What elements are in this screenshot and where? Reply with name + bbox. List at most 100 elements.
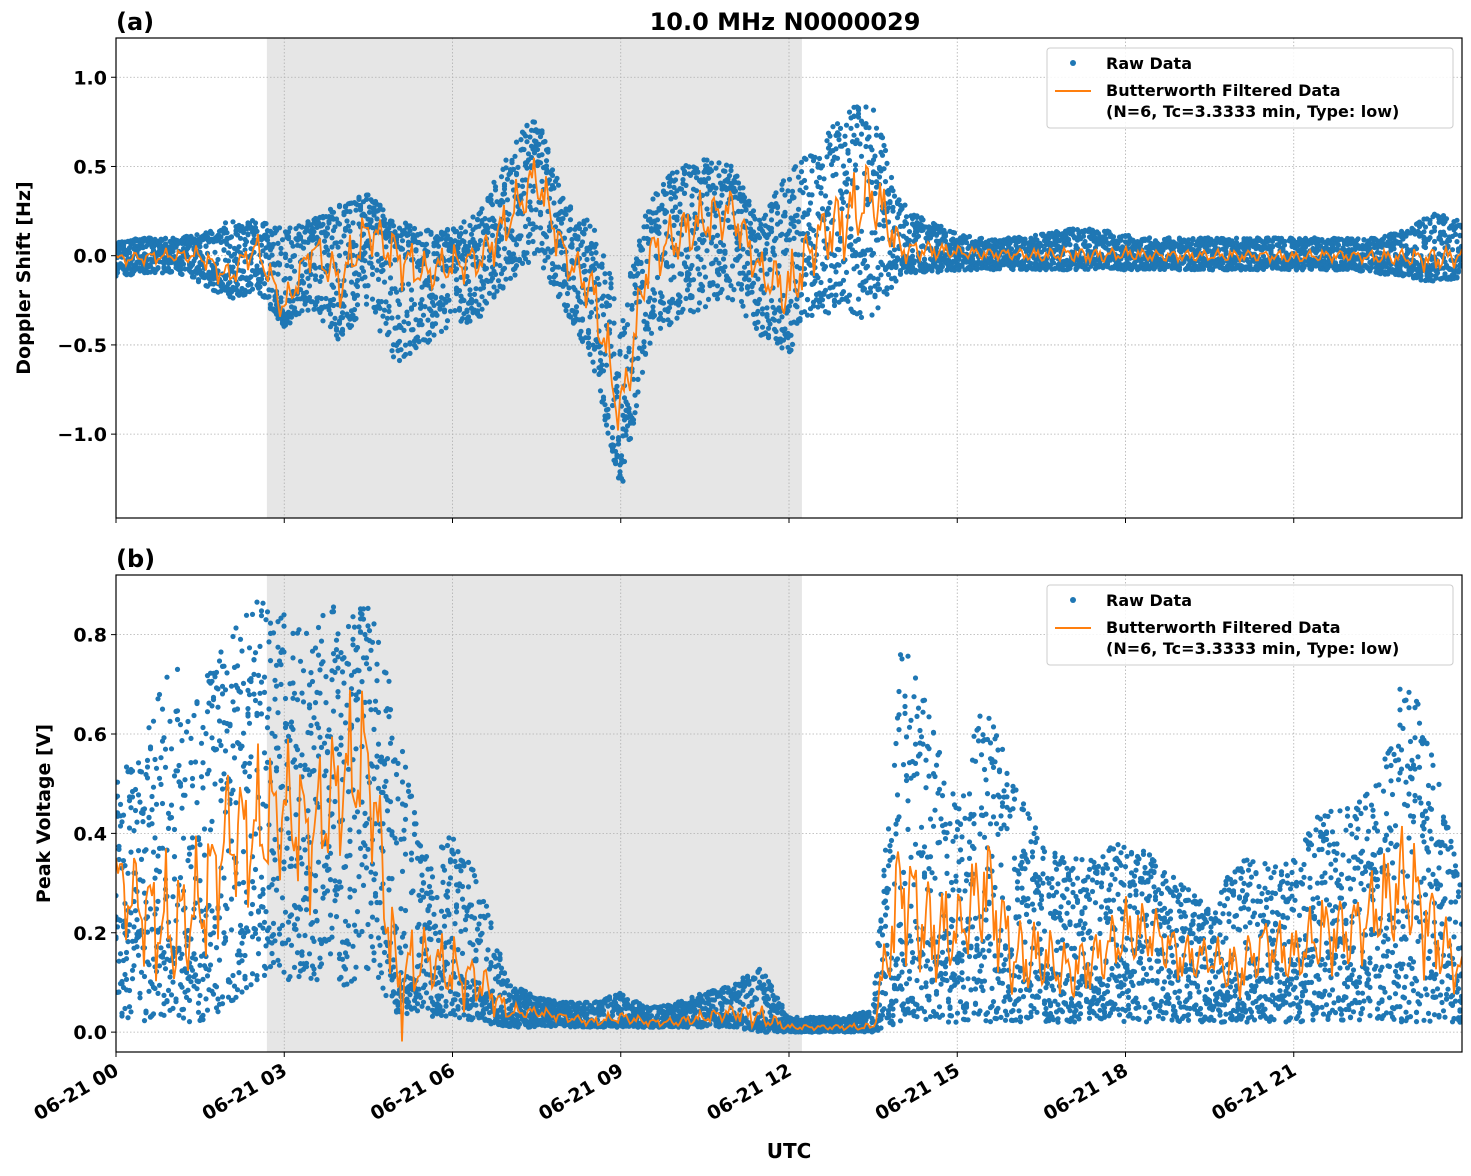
raw-data-point [869,147,874,152]
raw-data-point [382,280,387,285]
raw-data-point [779,187,784,192]
raw-data-point [527,232,532,237]
raw-data-point [428,232,433,237]
raw-data-point [859,315,864,320]
raw-data-point [757,297,762,302]
raw-data-point [398,347,403,352]
raw-data-point [521,191,526,196]
raw-data-point [764,271,769,276]
raw-data-point [724,163,729,168]
raw-data-point [608,276,613,281]
raw-data-point [386,309,391,314]
raw-data-point [655,192,660,197]
raw-data-point [718,200,723,205]
raw-data-point [1282,239,1287,244]
raw-data-point [581,263,586,268]
raw-data-point [355,302,360,307]
raw-data-point [488,197,493,202]
raw-data-point [523,133,528,138]
raw-data-point [856,237,861,242]
raw-data-point [538,160,543,165]
raw-data-point [527,134,532,139]
raw-data-point [598,388,603,393]
raw-data-point [841,200,846,205]
raw-data-point [695,266,700,271]
raw-data-point [796,175,801,180]
raw-data-point [877,174,882,179]
raw-data-point [646,237,651,242]
raw-data-point [626,406,631,411]
raw-data-point [364,302,369,307]
raw-data-point [701,265,706,270]
raw-data-point [496,246,501,251]
raw-data-point [577,221,582,226]
raw-data-point [769,217,774,222]
raw-data-point [500,199,505,204]
raw-data-point [467,287,472,292]
raw-data-point [713,166,718,171]
raw-data-point [884,292,889,297]
raw-data-point [916,234,921,239]
raw-data-point [818,185,823,190]
raw-data-point [1067,242,1072,247]
raw-data-point [904,221,909,226]
raw-data-point [896,197,901,202]
raw-data-point [340,310,345,315]
raw-data-point [874,126,879,131]
raw-data-point [403,352,408,357]
raw-data-point [466,279,471,284]
raw-data-point [485,230,490,235]
raw-data-point [245,231,250,236]
raw-data-point [515,165,520,170]
raw-data-point [880,153,885,158]
raw-data-point [704,158,709,163]
shaded-interval [267,38,802,518]
raw-data-point [614,394,619,399]
raw-data-point [661,301,666,306]
raw-data-point [524,250,529,255]
raw-data-point [313,273,318,278]
raw-data-point [365,192,370,197]
raw-data-point [386,330,391,335]
raw-data-point [844,189,849,194]
raw-data-point [875,265,880,270]
raw-data-point [668,320,673,325]
raw-data-point [331,303,336,308]
raw-data-point [163,236,168,241]
raw-data-point [227,244,232,249]
raw-data-point [502,266,507,271]
raw-data-point [278,246,283,251]
raw-data-point [361,269,366,274]
raw-data-point [395,315,400,320]
raw-data-point [643,312,648,317]
raw-data-point [1082,239,1087,244]
raw-data-point [502,186,507,191]
raw-data-point [716,261,721,266]
raw-data-point [379,299,384,304]
raw-data-point [521,147,526,152]
raw-data-point [523,224,528,229]
raw-data-point [709,161,714,166]
raw-data-point [325,225,330,230]
raw-data-point [818,191,823,196]
raw-data-point [913,268,918,273]
raw-data-point [383,260,388,265]
raw-data-point [605,413,610,418]
figure-title: 10.0 MHz N0000029 [650,8,921,36]
raw-data-point [757,235,762,240]
raw-data-point [611,443,616,448]
raw-data-point [409,287,414,292]
raw-data-point [266,294,271,299]
raw-data-point [277,261,282,266]
raw-data-point [586,330,591,335]
raw-data-point [623,433,628,438]
raw-data-point [820,303,825,308]
raw-data-point [832,298,837,303]
raw-data-point [890,253,895,258]
raw-data-point [629,307,634,312]
raw-data-point [710,282,715,287]
raw-data-point [380,314,385,319]
raw-data-point [952,230,957,235]
raw-data-point [397,339,402,344]
raw-data-point [560,196,565,201]
